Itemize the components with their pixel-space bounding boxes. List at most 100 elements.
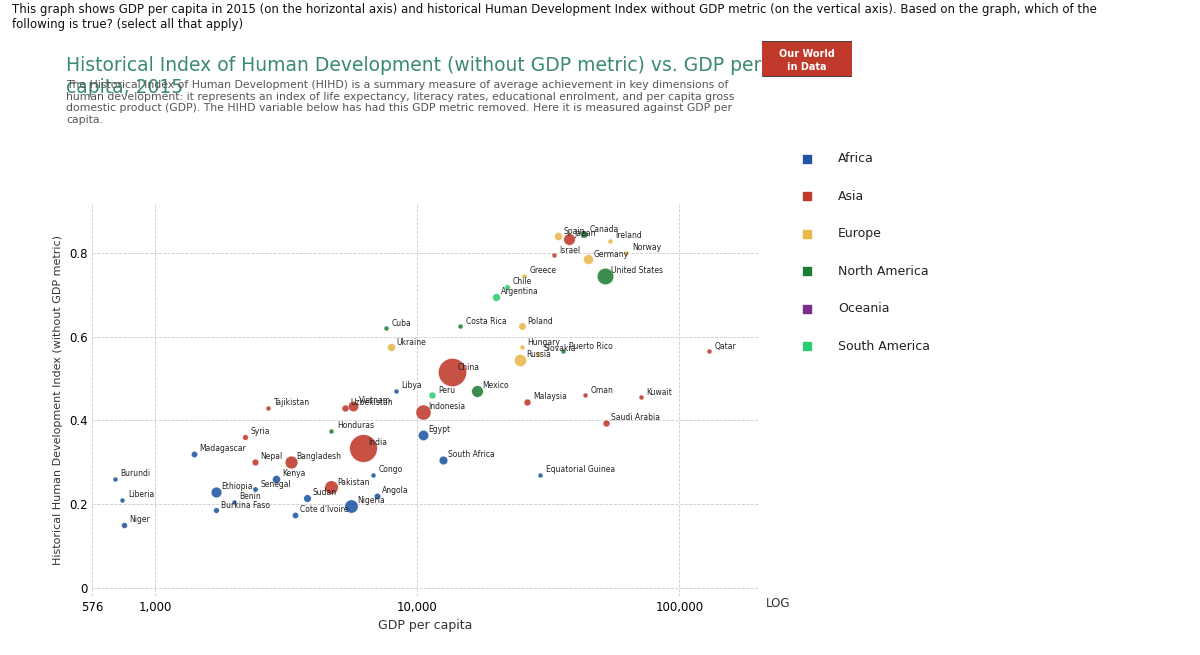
Point [512, 321, 532, 331]
Point [184, 449, 203, 459]
Text: Equatorial Guinea: Equatorial Guinea [546, 465, 614, 474]
Text: Russia: Russia [526, 350, 551, 359]
Text: Angola: Angola [383, 486, 409, 495]
Point [700, 346, 719, 357]
Point [114, 519, 133, 530]
Point [486, 292, 505, 303]
Text: Ethiopia: Ethiopia [221, 481, 253, 491]
Point [245, 484, 264, 495]
Text: South Africa: South Africa [449, 451, 496, 459]
Point [575, 229, 594, 240]
Text: Pakistan: Pakistan [337, 477, 370, 487]
Text: Oman: Oman [590, 386, 613, 394]
Text: Japan: Japan [575, 229, 596, 238]
Point [322, 426, 341, 436]
Point [380, 342, 400, 352]
Point [377, 323, 396, 333]
Text: Bangladesh: Bangladesh [296, 453, 342, 462]
Text: Libya: Libya [402, 381, 422, 390]
Point [322, 482, 341, 493]
Text: Africa: Africa [838, 152, 874, 165]
Text: Cote d'Ivoire: Cote d'Ivoire [300, 505, 348, 514]
Point [266, 474, 286, 484]
Point [798, 153, 817, 164]
Point [798, 304, 817, 314]
Point [364, 470, 383, 480]
Point [245, 457, 264, 468]
Text: Our World: Our World [779, 49, 835, 60]
Point [528, 348, 547, 359]
Text: Canada: Canada [590, 225, 619, 234]
Point [282, 457, 301, 468]
Point [343, 401, 362, 411]
Text: Historical Index of Human Development (without GDP metric) vs. GDP per
capita, 2: Historical Index of Human Development (w… [66, 56, 761, 97]
Text: Germany: Germany [594, 250, 629, 259]
Text: Congo: Congo [379, 465, 403, 474]
Point [224, 496, 244, 507]
Text: Norway: Norway [632, 244, 661, 252]
Text: Cuba: Cuba [391, 319, 412, 328]
Point [259, 403, 278, 413]
Point [353, 442, 372, 453]
Text: Hungary: Hungary [527, 337, 560, 346]
Point [548, 231, 568, 242]
Point [235, 432, 254, 442]
Point [575, 390, 594, 401]
Point [468, 386, 487, 396]
Point [600, 235, 619, 246]
Point [367, 491, 386, 501]
Text: Costa Rica: Costa Rica [466, 316, 506, 326]
Point [511, 354, 530, 365]
Text: Syria: Syria [251, 428, 270, 436]
Point [451, 321, 470, 331]
Text: North America: North America [838, 265, 929, 278]
Point [553, 346, 572, 357]
Point [798, 266, 817, 276]
Text: The Historical Index of Human Development (HIHD) is a summary measure of average: The Historical Index of Human Developmen… [66, 80, 734, 124]
Text: Honduras: Honduras [337, 421, 374, 430]
Text: Chile: Chile [512, 277, 532, 286]
Point [512, 342, 532, 352]
Text: China: China [458, 363, 480, 371]
Text: Liberia: Liberia [128, 490, 155, 499]
Point [518, 396, 538, 407]
Point [578, 254, 598, 265]
Text: Niger: Niger [130, 515, 150, 524]
Point [596, 417, 616, 428]
Text: Israel: Israel [559, 246, 581, 255]
Text: United States: United States [611, 267, 662, 276]
Point [413, 430, 432, 440]
Text: Madagascar: Madagascar [199, 444, 246, 453]
Point [631, 392, 650, 403]
Text: Senegal: Senegal [260, 479, 292, 489]
Text: South America: South America [838, 340, 930, 353]
Text: Nepal: Nepal [260, 453, 283, 462]
Point [413, 407, 432, 417]
Text: Ukraine: Ukraine [396, 337, 426, 346]
Point [798, 229, 817, 239]
Point [422, 390, 442, 401]
Text: LOG: LOG [766, 597, 790, 610]
Point [433, 455, 452, 466]
Point [798, 341, 817, 352]
Point [544, 250, 563, 261]
Text: Poland: Poland [528, 316, 553, 326]
Text: Slovakia: Slovakia [544, 344, 576, 353]
Text: Peru: Peru [438, 386, 455, 394]
Text: Sudan: Sudan [313, 488, 337, 497]
Text: Nigeria: Nigeria [356, 496, 385, 506]
Point [386, 386, 406, 396]
Point [206, 505, 226, 515]
Point [443, 367, 462, 378]
X-axis label: GDP per capita: GDP per capita [378, 620, 473, 633]
Text: Uzbekistan: Uzbekistan [350, 398, 394, 407]
Point [298, 493, 317, 503]
Point [595, 271, 614, 282]
Text: Qatar: Qatar [715, 342, 737, 350]
Y-axis label: Historical Human Development Index (without GDP metric): Historical Human Development Index (with… [53, 234, 64, 565]
Point [342, 501, 361, 512]
Text: This graph shows GDP per capita in 2015 (on the horizontal axis) and historical : This graph shows GDP per capita in 2015 … [12, 3, 1097, 31]
Text: Tajikistan: Tajikistan [274, 398, 310, 407]
Text: Argentina: Argentina [502, 288, 539, 296]
Text: India: India [368, 438, 388, 447]
